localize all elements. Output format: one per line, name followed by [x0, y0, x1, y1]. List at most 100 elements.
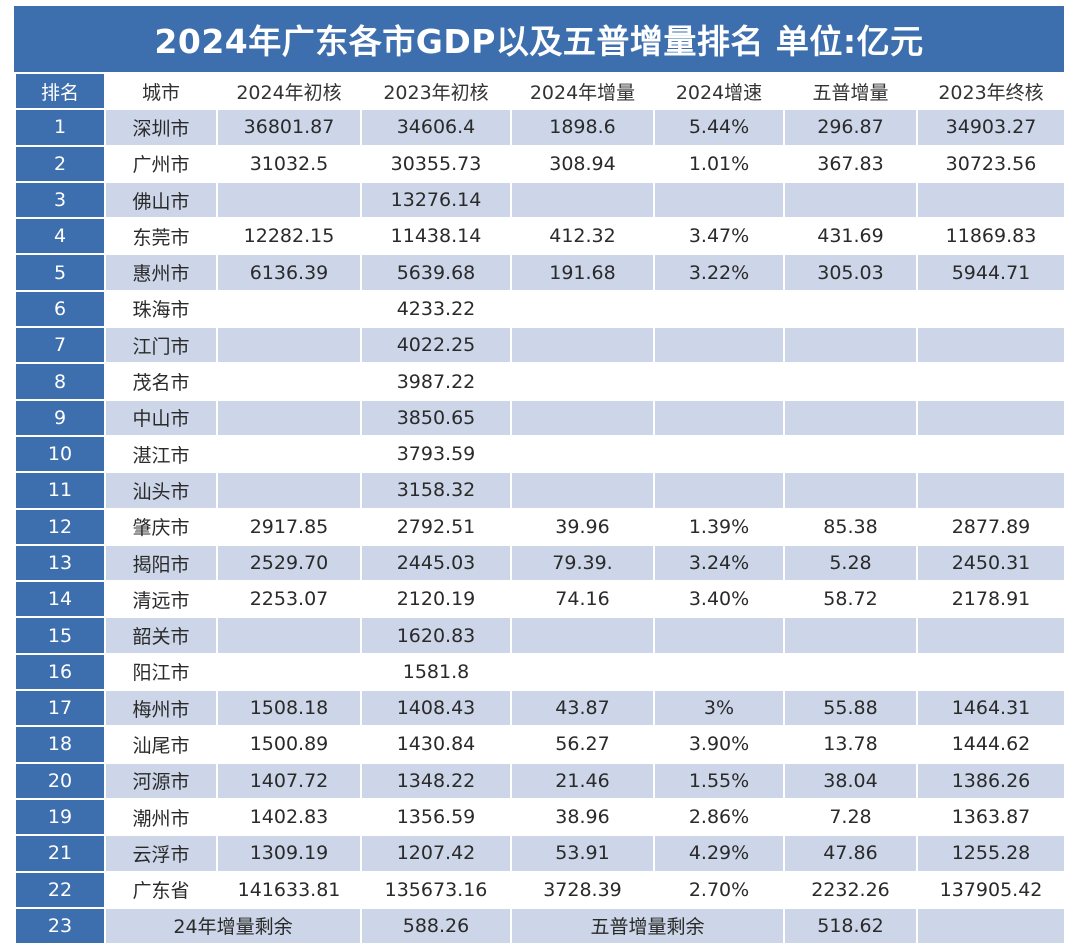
footer-empty-cell [916, 906, 1066, 945]
gdp-2024-initial-cell [216, 471, 362, 510]
rank-cell: 15 [14, 616, 106, 655]
increment-2024-cell: 56.27 [510, 725, 655, 764]
increment-2024-cell [510, 362, 655, 401]
table-row: 12 肇庆市 2917.85 2792.51 39.96 1.39% 85.38 2877.8… [14, 507, 1066, 546]
increment-2024-cell: 38.96 [510, 797, 655, 837]
rank-cell: 10 [14, 434, 106, 474]
rank-cell: 9 [14, 398, 106, 437]
increment-5p-cell [783, 289, 918, 329]
increment-2024-cell: 74.16 [510, 580, 655, 619]
increment-2024-cell: 21.46 [510, 761, 655, 800]
increment-2024-cell [510, 398, 655, 437]
increment-5p-cell: 47.86 [783, 834, 918, 873]
table-row: 4 东莞市 12282.15 11438.14 412.32 3.47% 431.69 118… [14, 217, 1066, 256]
gdp-2023-initial-cell: 3987.22 [360, 362, 512, 401]
increment-5p-cell: 7.28 [783, 797, 918, 837]
city-cell: 湛江市 [104, 434, 218, 474]
gdp-2024-initial-cell [216, 180, 362, 220]
gdp-2023-initial-cell: 13276.14 [360, 180, 512, 220]
growth-2024-cell: 2.70% [653, 870, 785, 909]
gdp-2023-initial-cell: 3158.32 [360, 471, 512, 510]
rank-cell: 22 [14, 870, 106, 909]
header-2023-final: 2023年终核 [916, 71, 1066, 111]
gdp-2023-final-cell [916, 434, 1066, 474]
increment-5p-cell: 85.38 [783, 507, 918, 546]
gdp-2024-initial-cell [216, 652, 362, 692]
increment-2024-cell: 79.39. [510, 543, 655, 583]
city-cell: 广东省 [104, 870, 218, 909]
increment-2024-cell [510, 326, 655, 365]
increment-5p-cell [783, 616, 918, 655]
gdp-2024-initial-cell [216, 398, 362, 437]
growth-2024-cell [653, 652, 785, 692]
city-cell: 深圳市 [104, 108, 218, 147]
footer-remain-5p-label: 五普增量剩余 [510, 906, 785, 945]
gdp-2023-initial-cell: 1348.22 [360, 761, 512, 800]
gdp-2024-initial-cell: 6136.39 [216, 253, 362, 292]
gdp-2023-final-cell [916, 398, 1066, 437]
rank-cell: 7 [14, 326, 106, 365]
gdp-2023-final-cell [916, 362, 1066, 401]
increment-2024-cell: 308.94 [510, 144, 655, 183]
gdp-2023-initial-cell: 1620.83 [360, 616, 512, 655]
rank-cell: 1 [14, 108, 106, 147]
gdp-2023-final-cell [916, 652, 1066, 692]
gdp-2023-final-cell: 1444.62 [916, 725, 1066, 764]
rank-cell: 3 [14, 180, 106, 220]
gdp-2023-initial-cell: 1408.43 [360, 689, 512, 728]
rank-cell: 16 [14, 652, 106, 692]
growth-2024-cell: 2.86% [653, 797, 785, 837]
gdp-2024-initial-cell: 2917.85 [216, 507, 362, 546]
table-row: 14 清远市 2253.07 2120.19 74.16 3.40% 58.72 2178.9… [14, 580, 1066, 619]
gdp-2024-initial-cell: 1402.83 [216, 797, 362, 837]
gdp-2024-initial-cell: 1309.19 [216, 834, 362, 873]
gdp-2023-final-cell: 30723.56 [916, 144, 1066, 183]
gdp-2023-initial-cell: 5639.68 [360, 253, 512, 292]
increment-5p-cell: 13.78 [783, 725, 918, 764]
table-row: 15 韶关市 1620.83 [14, 616, 1066, 655]
increment-5p-cell [783, 434, 918, 474]
increment-5p-cell [783, 652, 918, 692]
city-cell: 东莞市 [104, 217, 218, 256]
gdp-2023-final-cell: 137905.42 [916, 870, 1066, 909]
city-cell: 河源市 [104, 761, 218, 800]
gdp-2023-final-cell: 1363.87 [916, 797, 1066, 837]
city-cell: 韶关市 [104, 616, 218, 655]
rank-cell: 6 [14, 289, 106, 329]
gdp-2023-initial-cell: 11438.14 [360, 217, 512, 256]
increment-5p-cell: 58.72 [783, 580, 918, 619]
header-row: 排名 城市 2024年初核 2023年初核 2024年增量 2024增速 五普增… [14, 71, 1066, 111]
header-2023-initial: 2023年初核 [360, 71, 512, 111]
increment-5p-cell [783, 326, 918, 365]
table-row: 19 潮州市 1402.83 1356.59 38.96 2.86% 7.28 1363.87 [14, 797, 1066, 837]
rank-cell: 21 [14, 834, 106, 873]
increment-2024-cell: 1898.6 [510, 108, 655, 147]
increment-2024-cell: 43.87 [510, 689, 655, 728]
increment-2024-cell: 39.96 [510, 507, 655, 546]
table-row: 10 湛江市 3793.59 [14, 434, 1066, 474]
rank-cell: 8 [14, 362, 106, 401]
header-city: 城市 [104, 71, 218, 111]
growth-2024-cell [653, 471, 785, 510]
table-row: 16 阳江市 1581.8 [14, 652, 1066, 692]
growth-2024-cell: 1.39% [653, 507, 785, 546]
table-row: 3 佛山市 13276.14 [14, 180, 1066, 220]
gdp-2024-initial-cell: 1508.18 [216, 689, 362, 728]
gdp-2024-initial-cell [216, 289, 362, 329]
gdp-2023-final-cell [916, 616, 1066, 655]
gdp-2023-initial-cell: 30355.73 [360, 144, 512, 183]
table-row: 7 江门市 4022.25 [14, 326, 1066, 365]
gdp-2024-initial-cell: 2529.70 [216, 543, 362, 583]
growth-2024-cell [653, 326, 785, 365]
increment-5p-cell [783, 398, 918, 437]
growth-2024-cell [653, 180, 785, 220]
increment-5p-cell [783, 180, 918, 220]
rank-cell: 13 [14, 543, 106, 583]
gdp-2024-initial-cell: 141633.81 [216, 870, 362, 909]
table-row: 1 深圳市 36801.87 34606.4 1898.6 5.44% 296.87 3490… [14, 108, 1066, 147]
gdp-2023-final-cell [916, 326, 1066, 365]
header-5p-increment: 五普增量 [783, 71, 918, 111]
gdp-2023-final-cell: 1255.28 [916, 834, 1066, 873]
growth-2024-cell: 3.22% [653, 253, 785, 292]
header-2024-increment: 2024年增量 [510, 71, 655, 111]
